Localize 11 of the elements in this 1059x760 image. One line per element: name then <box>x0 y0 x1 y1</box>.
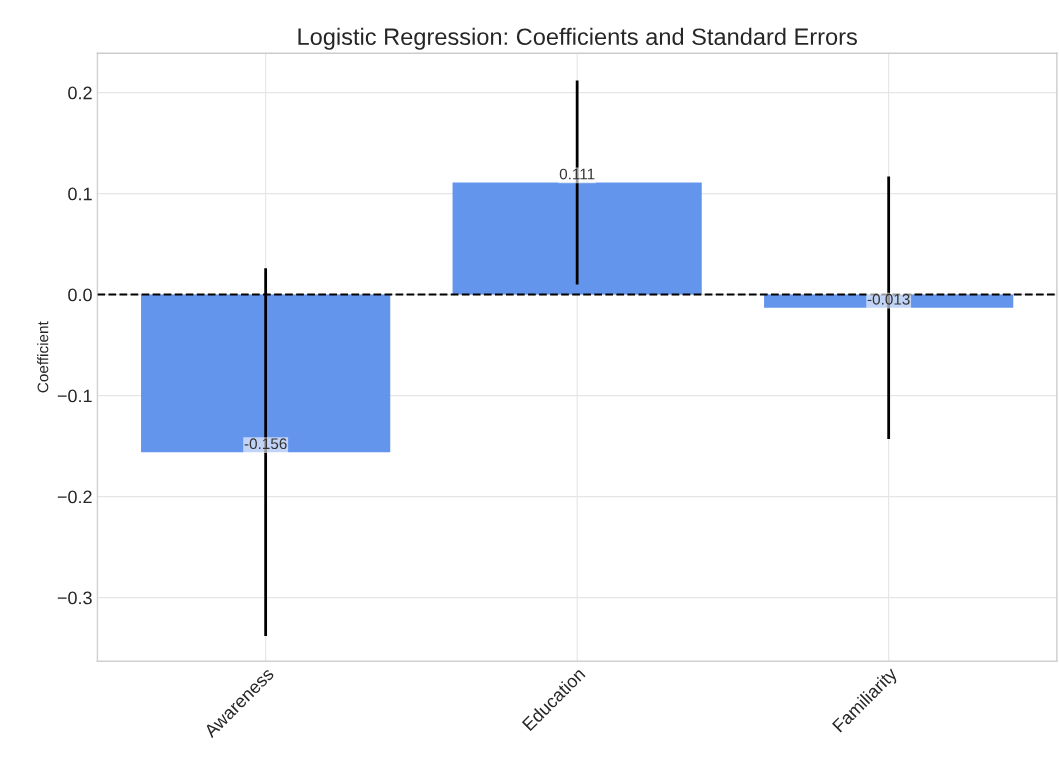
data-label: -0.013 <box>867 293 910 305</box>
y-tick-label: 0.2 <box>68 86 92 100</box>
data-label: -0.156 <box>244 438 287 450</box>
y-tick-label: −0.3 <box>57 591 92 605</box>
y-axis-title: Coefficient <box>37 321 49 393</box>
data-label: 0.111 <box>559 168 595 180</box>
chart-title: Logistic Regression: Coefficients and Standard Errors <box>298 27 857 50</box>
y-tick-label: −0.1 <box>57 389 92 403</box>
y-tick-label: 0.0 <box>68 288 92 302</box>
y-tick-label: 0.1 <box>68 187 92 201</box>
y-tick-label: −0.2 <box>57 490 92 504</box>
